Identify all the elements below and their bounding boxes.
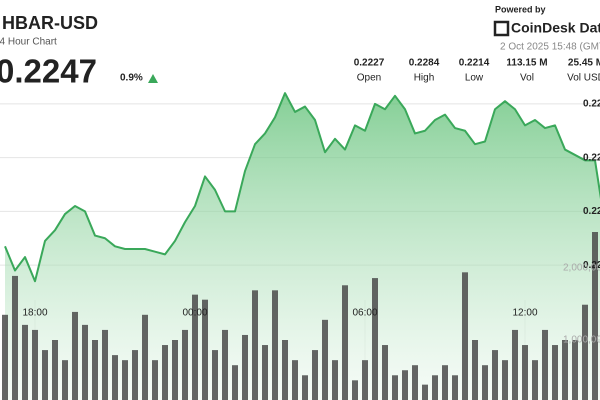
- volume-bar: [562, 340, 568, 400]
- volume-bar: [122, 360, 128, 400]
- x-tick-label: 00:00: [182, 308, 207, 319]
- brand: CoinDesk Data: [511, 20, 600, 36]
- volume-bar: [572, 340, 578, 400]
- volume-bar: [282, 340, 288, 400]
- volume-bar: [232, 365, 238, 400]
- volume-bar: [492, 350, 498, 400]
- volume-bar: [142, 314, 148, 400]
- volume-bar: [192, 294, 198, 400]
- y-tick-label: 0.224: [583, 206, 600, 217]
- volume-bar: [162, 345, 168, 400]
- timestamp: 2 Oct 2025 15:48 (GMT): [500, 42, 600, 53]
- volume-bar: [382, 345, 388, 400]
- price-area: [5, 93, 600, 400]
- volume-bar: [322, 319, 328, 400]
- volume-bar: [22, 324, 28, 400]
- stat-value: 25.45 M: [568, 58, 600, 69]
- volume-bar: [362, 360, 368, 400]
- subtitle: 24 Hour Chart: [0, 37, 57, 48]
- stat-value: 0.2214: [459, 58, 490, 69]
- stat-label: Open: [357, 73, 381, 84]
- x-tick-label: 06:00: [352, 308, 377, 319]
- last-price: 0.2247: [0, 53, 97, 90]
- volume-bar: [532, 360, 538, 400]
- volume-bar: [42, 350, 48, 400]
- volume-bar: [342, 285, 348, 400]
- volume-bar: [472, 340, 478, 400]
- powered-by: Powered by: [495, 4, 546, 14]
- stat-value: 0.2284: [409, 58, 440, 69]
- volume-bar: [392, 375, 398, 400]
- volume-bar: [402, 370, 408, 400]
- volume-bar: [522, 345, 528, 400]
- volume-bar: [422, 384, 428, 400]
- volume-bar: [152, 360, 158, 400]
- volume-bar: [92, 340, 98, 400]
- volume-bar: [582, 304, 588, 400]
- volume-bar: [2, 314, 8, 400]
- volume-bar: [352, 380, 358, 400]
- x-tick-label: 18:00: [22, 308, 47, 319]
- volume-bar: [252, 290, 258, 400]
- volume-bar: [182, 329, 188, 400]
- stat-value: 0.2227: [354, 58, 385, 69]
- stat-label: High: [414, 73, 435, 84]
- stat-value: 113.15 M: [506, 58, 547, 69]
- stat-label: Low: [465, 73, 484, 84]
- volume-bar: [482, 365, 488, 400]
- volume-bar: [462, 272, 468, 400]
- volume-bar: [112, 355, 118, 400]
- symbol: HBAR-USD: [2, 13, 98, 33]
- volume-bar: [592, 232, 598, 400]
- volume-bar: [502, 360, 508, 400]
- volume-bar: [62, 360, 68, 400]
- change: 0.9%: [120, 73, 143, 84]
- volume-bar: [272, 290, 278, 400]
- stat-label: Vol: [520, 73, 534, 84]
- volume-bar: [32, 329, 38, 400]
- stat-label: Vol USD: [567, 73, 600, 84]
- volume-bar: [292, 360, 298, 400]
- volume-bar: [552, 345, 558, 400]
- volume-bar: [82, 324, 88, 400]
- volume-bar: [72, 311, 78, 400]
- y-tick-label: 0.228: [583, 99, 600, 110]
- volume-bar: [212, 350, 218, 400]
- volume-bar: [172, 340, 178, 400]
- volume-bar: [372, 278, 378, 400]
- volume-bar: [452, 375, 458, 400]
- volume-bar: [432, 375, 438, 400]
- volume-bar: [132, 350, 138, 400]
- up-arrow: [148, 74, 158, 83]
- volume-bar: [512, 329, 518, 400]
- y-tick-label: 0.226: [583, 152, 600, 163]
- volume-bar: [242, 334, 248, 400]
- y2-tick-label: 2,000,000: [563, 263, 600, 274]
- volume-bar: [312, 350, 318, 400]
- volume-bar: [442, 365, 448, 400]
- volume-bar: [542, 329, 548, 400]
- volume-bar: [262, 345, 268, 400]
- volume-bar: [102, 329, 108, 400]
- x-tick-label: 12:00: [512, 308, 537, 319]
- volume-bar: [412, 365, 418, 400]
- y2-tick-label: 1,000,000: [563, 335, 600, 346]
- brand-icon: [493, 20, 510, 37]
- volume-bar: [332, 360, 338, 400]
- volume-bar: [12, 275, 18, 400]
- volume-bar: [52, 340, 58, 400]
- volume-bar: [302, 375, 308, 400]
- price-line: [4, 92, 600, 283]
- volume-bar: [222, 329, 228, 400]
- volume-bar: [202, 299, 208, 400]
- y-tick-label: 0.222: [583, 260, 600, 271]
